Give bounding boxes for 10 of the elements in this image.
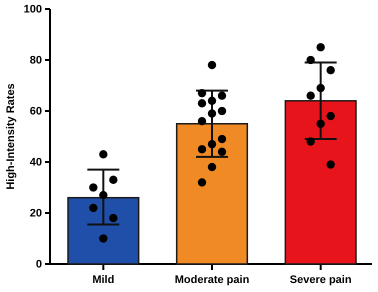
x-tick-label: Mild [92, 274, 114, 286]
y-tick-label: 40 [30, 156, 42, 169]
y-tick-label: 100 [24, 4, 42, 16]
y-tick-label: 20 [30, 208, 42, 220]
x-tick-label: Moderate pain [174, 274, 250, 286]
y-axis-title: High-Intensity Rates [5, 83, 17, 190]
y-tick-label: 0 [36, 258, 42, 271]
y-tick-label: 80 [30, 54, 42, 67]
y-tick-label: 60 [30, 106, 42, 118]
x-tick-label: Severe pain [290, 274, 352, 286]
